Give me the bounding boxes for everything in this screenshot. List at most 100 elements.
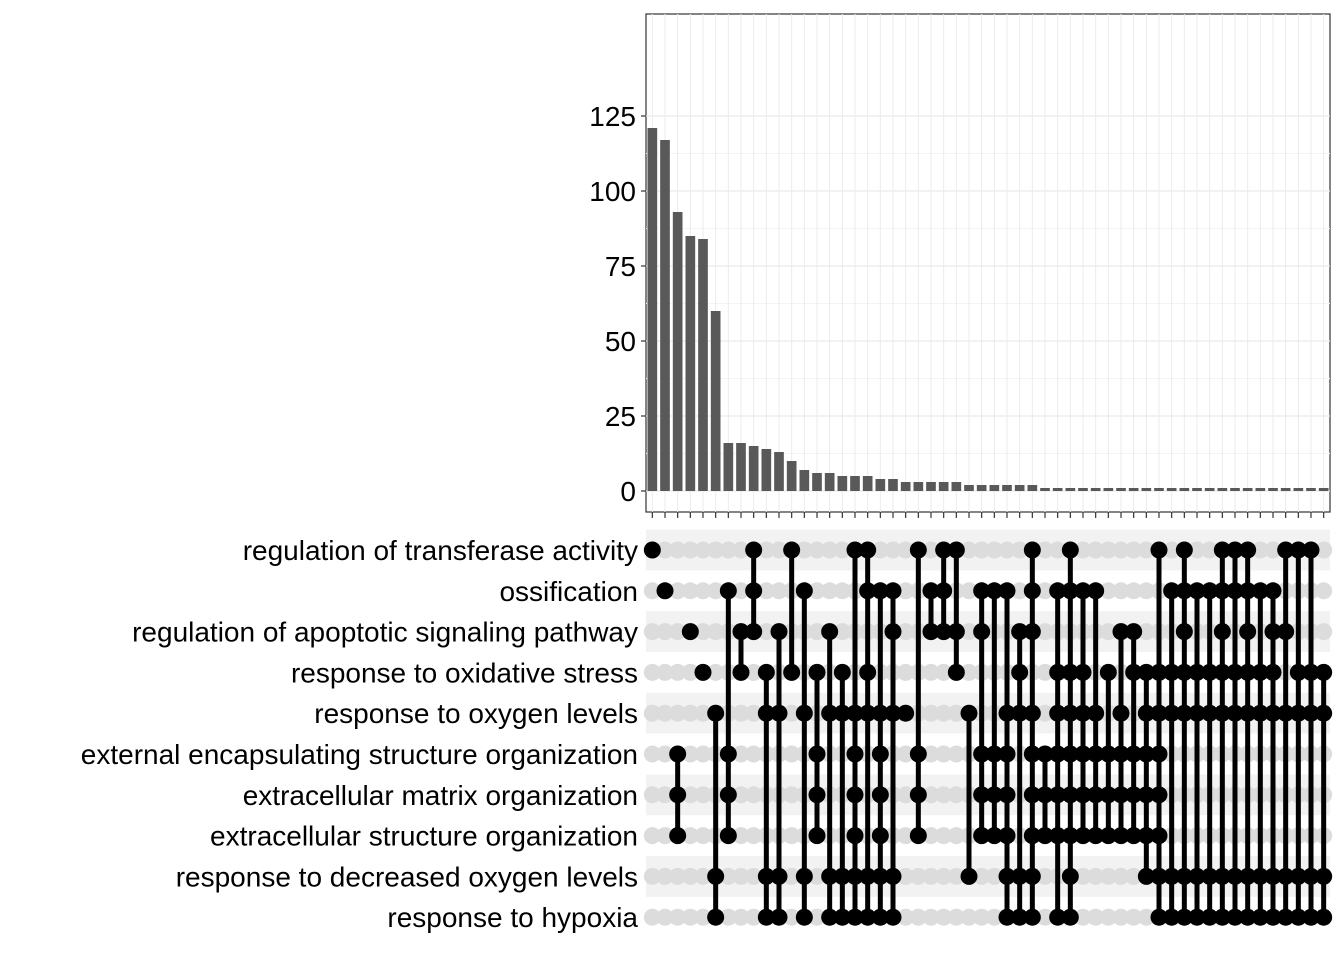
matrix-filled-dot (985, 745, 1003, 763)
matrix-empty-dot (884, 541, 902, 559)
matrix-empty-dot (960, 623, 978, 641)
matrix-empty-dot (1036, 582, 1054, 600)
matrix-empty-dot (783, 704, 801, 722)
matrix-filled-dot (859, 663, 877, 681)
matrix-filled-dot (871, 745, 889, 763)
matrix-filled-dot (1011, 663, 1029, 681)
set-label: response to decreased oxygen levels (176, 861, 638, 892)
matrix-empty-dot (1099, 582, 1117, 600)
matrix-filled-dot (795, 582, 813, 600)
matrix-filled-dot (1188, 867, 1206, 885)
matrix-filled-dot (1087, 704, 1105, 722)
intersection-bar (824, 473, 835, 491)
matrix-empty-dot (757, 582, 775, 600)
set-label: external encapsulating structure organiz… (81, 739, 638, 770)
matrix-filled-dot (973, 786, 991, 804)
matrix-empty-dot (669, 623, 687, 641)
intersection-bar (812, 473, 822, 491)
matrix-empty-dot (656, 786, 674, 804)
matrix-filled-dot (1175, 541, 1193, 559)
y-tick-label: 125 (589, 101, 636, 132)
matrix-empty-dot (783, 745, 801, 763)
matrix-filled-dot (821, 704, 839, 722)
matrix-filled-dot (1175, 867, 1193, 885)
matrix-filled-dot (935, 623, 953, 641)
intersection-bar (900, 482, 911, 491)
matrix-empty-dot (1099, 623, 1117, 641)
matrix-empty-dot (745, 663, 763, 681)
matrix-filled-dot (1188, 704, 1206, 722)
matrix-filled-dot (1011, 623, 1029, 641)
matrix-filled-dot (960, 867, 978, 885)
matrix-empty-dot (694, 786, 712, 804)
matrix-filled-dot (871, 786, 889, 804)
matrix-empty-dot (1201, 541, 1219, 559)
matrix-empty-dot (1188, 541, 1206, 559)
matrix-filled-dot (1150, 867, 1168, 885)
matrix-filled-dot (656, 582, 674, 600)
matrix-filled-dot (808, 827, 826, 845)
matrix-filled-dot (1061, 867, 1079, 885)
matrix-filled-dot (846, 867, 864, 885)
matrix-empty-dot (643, 786, 661, 804)
matrix-filled-dot (833, 867, 851, 885)
matrix-filled-dot (1087, 582, 1105, 600)
matrix-filled-dot (871, 582, 889, 600)
matrix-filled-dot (1099, 827, 1117, 845)
y-tick-label: 0 (620, 476, 636, 507)
intersection-bar (786, 461, 797, 491)
matrix-filled-dot (1239, 541, 1257, 559)
matrix-filled-dot (1023, 582, 1041, 600)
matrix-empty-dot (1251, 541, 1269, 559)
matrix-empty-dot (669, 582, 687, 600)
matrix-filled-dot (1239, 582, 1257, 600)
matrix-empty-dot (935, 908, 953, 926)
matrix-empty-dot (1074, 908, 1092, 926)
matrix-empty-dot (1112, 908, 1130, 926)
matrix-filled-dot (1289, 541, 1307, 559)
matrix-filled-dot (745, 623, 763, 641)
matrix-empty-dot (669, 663, 687, 681)
matrix-empty-dot (783, 827, 801, 845)
matrix-empty-dot (656, 867, 674, 885)
matrix-empty-dot (1036, 663, 1054, 681)
matrix-filled-dot (1251, 867, 1269, 885)
matrix-empty-dot (897, 663, 915, 681)
matrix-filled-dot (1023, 827, 1041, 845)
matrix-empty-dot (656, 541, 674, 559)
matrix-filled-dot (1036, 786, 1054, 804)
intersection-bar (1141, 488, 1152, 491)
matrix-empty-dot (947, 745, 965, 763)
matrix-filled-dot (1251, 908, 1269, 926)
matrix-filled-dot (1226, 582, 1244, 600)
y-tick-label: 75 (605, 251, 636, 282)
matrix-filled-dot (909, 541, 927, 559)
matrix-filled-dot (1302, 704, 1320, 722)
matrix-filled-dot (1074, 582, 1092, 600)
intersection-bar (1065, 488, 1076, 491)
matrix-filled-dot (884, 623, 902, 641)
matrix-filled-dot (1302, 908, 1320, 926)
matrix-empty-dot (808, 623, 826, 641)
intersection-bar (875, 479, 886, 491)
matrix-filled-dot (1289, 663, 1307, 681)
intersection-bar (698, 239, 708, 491)
y-tick-label: 100 (589, 176, 636, 207)
matrix-filled-dot (732, 663, 750, 681)
matrix-filled-dot (871, 704, 889, 722)
matrix-empty-dot (681, 908, 699, 926)
matrix-filled-dot (770, 623, 788, 641)
matrix-filled-dot (1163, 704, 1181, 722)
intersection-bar (862, 476, 873, 491)
matrix-filled-dot (1150, 541, 1168, 559)
matrix-filled-dot (1137, 786, 1155, 804)
matrix-empty-dot (998, 541, 1016, 559)
intersection-bar (710, 311, 721, 491)
matrix-filled-dot (859, 582, 877, 600)
matrix-empty-dot (897, 786, 915, 804)
matrix-filled-dot (732, 623, 750, 641)
matrix-empty-dot (922, 541, 940, 559)
matrix-filled-dot (973, 745, 991, 763)
matrix-filled-dot (821, 908, 839, 926)
